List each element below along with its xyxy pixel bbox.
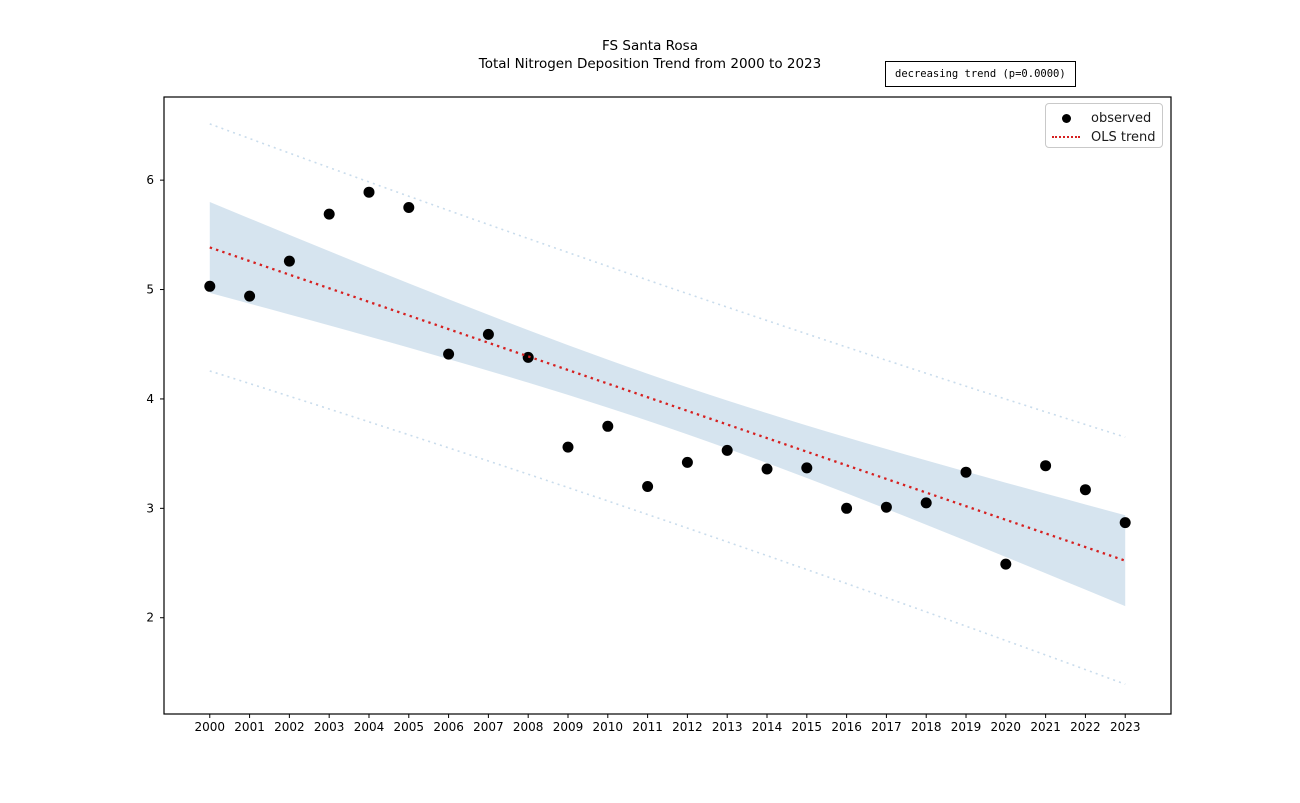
prediction-interval-upper-line — [209, 123, 1126, 438]
observed-point — [443, 348, 455, 360]
y-tick-label: 4 — [146, 392, 154, 406]
x-tick-label: 2005 — [394, 720, 425, 734]
observed-point — [363, 186, 375, 198]
x-tick-label: 2017 — [871, 720, 902, 734]
legend-label-ols-trend: OLS trend — [1091, 129, 1156, 145]
x-tick-label: 2003 — [314, 720, 345, 734]
observed-point — [801, 462, 813, 474]
observed-point — [244, 290, 256, 302]
observed-point — [841, 502, 853, 514]
ols-trend-marker-icon — [1052, 136, 1080, 138]
x-tick-label: 2007 — [473, 720, 504, 734]
observed-point — [642, 481, 654, 492]
observed-point — [681, 456, 693, 468]
legend-entry-observed: observed — [1046, 109, 1162, 127]
x-tick-label: 2023 — [1110, 720, 1141, 734]
observed-point — [721, 444, 733, 456]
observed-point — [283, 255, 295, 267]
observed-marker-icon — [1061, 113, 1071, 123]
x-tick-label: 2006 — [433, 720, 464, 734]
chart-title: FS Santa Rosa Total Nitrogen Deposition … — [0, 37, 1300, 73]
legend-entry-ols-trend: OLS trend — [1046, 128, 1162, 146]
axes-frame — [163, 96, 1172, 715]
observed-point — [1079, 484, 1091, 496]
legend-label-observed: observed — [1091, 110, 1152, 126]
y-tick-label: 3 — [146, 501, 154, 515]
x-tick-label: 2018 — [911, 720, 942, 734]
x-tick-label: 2001 — [234, 720, 265, 734]
observed-point — [1119, 517, 1131, 529]
x-tick-label: 2004 — [354, 720, 385, 734]
x-tick-label: 2016 — [831, 720, 862, 734]
observed-point — [482, 328, 494, 340]
ols-trend-line — [209, 246, 1126, 562]
x-tick-label: 2010 — [593, 720, 624, 734]
y-tick-label: 5 — [146, 283, 154, 297]
x-tick-label: 2002 — [274, 720, 305, 734]
observed-point — [1040, 460, 1052, 472]
x-tick-label: 2012 — [672, 720, 703, 734]
y-tick-label: 6 — [146, 173, 154, 187]
x-tick-label: 2014 — [752, 720, 783, 734]
legend: observed OLS trend — [1045, 103, 1163, 148]
x-tick-label: 2019 — [951, 720, 982, 734]
observed-point — [920, 497, 932, 509]
observed-point — [323, 208, 335, 220]
observed-point — [880, 501, 892, 513]
trend-annotation-text: decreasing trend (p=0.0000) — [895, 68, 1066, 80]
observed-point — [602, 420, 614, 432]
x-tick-label: 2020 — [991, 720, 1022, 734]
x-tick-label: 2021 — [1030, 720, 1061, 734]
x-tick-label: 2009 — [553, 720, 584, 734]
observed-point — [403, 202, 415, 213]
observed-point — [1000, 558, 1012, 570]
observed-point — [761, 463, 773, 475]
trend-annotation-box: decreasing trend (p=0.0000) — [885, 61, 1076, 87]
observed-point — [562, 441, 574, 453]
x-tick-label: 2011 — [632, 720, 663, 734]
observed-point — [204, 280, 216, 292]
x-tick-label: 2000 — [194, 720, 225, 734]
x-tick-label: 2015 — [792, 720, 823, 734]
chart-title-line1: FS Santa Rosa — [602, 38, 698, 54]
y-tick-label: 2 — [146, 611, 154, 625]
observed-point — [960, 466, 972, 478]
x-tick-label: 2013 — [712, 720, 743, 734]
x-tick-label: 2022 — [1070, 720, 1101, 734]
x-tick-label: 2008 — [513, 720, 544, 734]
chart-title-line2: Total Nitrogen Deposition Trend from 200… — [478, 56, 822, 72]
